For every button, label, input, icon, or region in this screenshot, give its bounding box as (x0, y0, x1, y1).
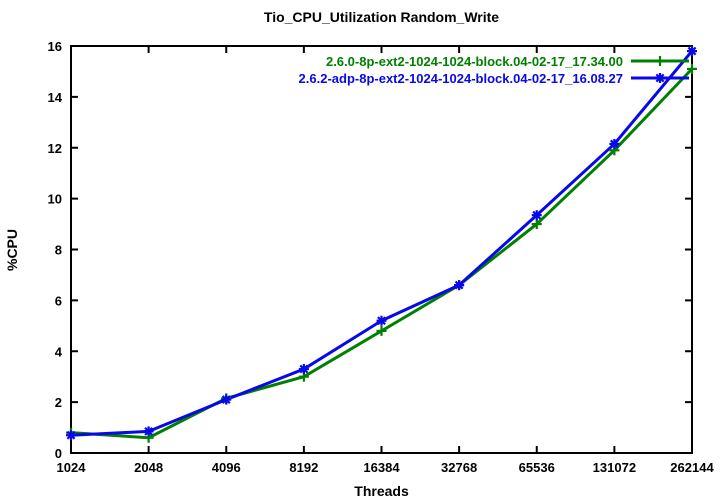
asterisk-marker (687, 46, 697, 56)
legend-item-series2: 2.6.2-adp-8p-ext2-1024-1024-block.04-02-… (299, 70, 689, 86)
y-tick-label: 16 (48, 39, 62, 54)
y-tick-label: 14 (48, 90, 63, 105)
x-tick-label: 262144 (670, 460, 714, 475)
y-tick-label: 2 (55, 395, 62, 410)
x-tick-label: 32768 (441, 460, 477, 475)
x-tick-label: 65536 (519, 460, 555, 475)
chart-title: Tio_CPU_Utilization Random_Write (263, 9, 500, 25)
x-tick-label: 16384 (363, 460, 400, 475)
y-tick-label: 0 (55, 446, 62, 461)
asterisk-marker (377, 316, 386, 326)
asterisk-marker (609, 139, 619, 149)
y-tick-label: 4 (55, 344, 63, 359)
asterisk-marker (454, 280, 464, 290)
legend-label-series2: 2.6.2-adp-8p-ext2-1024-1024-block.04-02-… (298, 70, 623, 86)
y-tick-label: 6 (55, 293, 62, 308)
x-axis-label: Threads (354, 483, 409, 499)
legend-item-series1: 2.6.0-8p-ext2-1024-1024-block.04-02-17_1… (326, 53, 689, 69)
legend-line-sample-series1 (631, 56, 689, 66)
asterisk-marker (299, 364, 309, 374)
asterisk-marker (655, 73, 665, 83)
x-tick-label: 131072 (593, 460, 636, 475)
asterisk-marker (66, 430, 76, 440)
y-tick-label: 12 (48, 141, 62, 156)
asterisk-marker (221, 395, 231, 404)
x-tick-label: 2048 (134, 460, 163, 475)
series-line (70, 50, 694, 437)
y-tick-label: 8 (55, 243, 62, 258)
y-axis-label: %CPU (4, 228, 20, 272)
x-tick-label: 8192 (289, 460, 318, 475)
x-tick-label: 1024 (57, 460, 87, 475)
y-tick-label: 10 (48, 192, 62, 207)
legend-line-sample-series2 (631, 73, 689, 83)
asterisk-marker (144, 427, 154, 436)
x-tick-label: 4096 (212, 460, 241, 475)
legend-label-series1: 2.6.0-8p-ext2-1024-1024-block.04-02-17_1… (325, 53, 623, 69)
asterisk-marker (532, 210, 542, 220)
series-line (70, 67, 694, 440)
plot-border (70, 45, 693, 454)
